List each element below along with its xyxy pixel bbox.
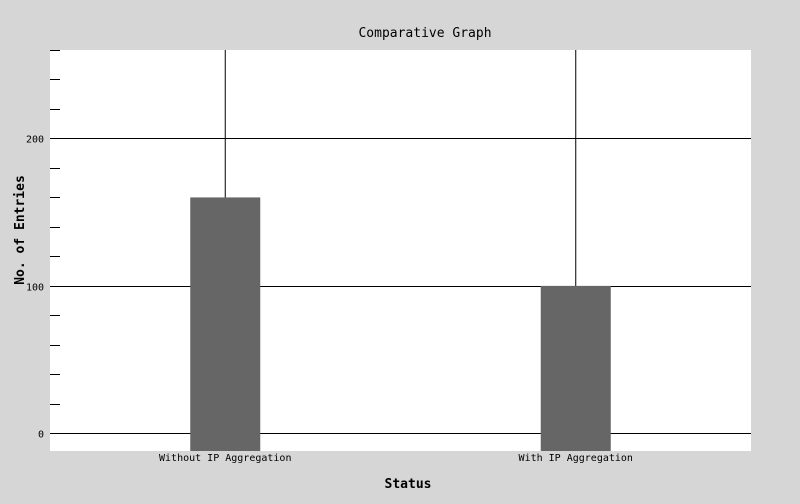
bar bbox=[190, 197, 261, 451]
x-axis-title: Status bbox=[385, 477, 432, 492]
y-ticks-layer: 0 100 200 bbox=[26, 50, 60, 441]
x-tick-label: Without IP Aggregation bbox=[159, 453, 291, 464]
bar bbox=[540, 285, 611, 451]
y-axis-title: No. of Entries bbox=[13, 175, 28, 285]
bars-layer bbox=[190, 197, 611, 451]
x-tick-labels-layer: Without IP Aggregation With IP Aggregatio… bbox=[159, 453, 633, 464]
plot-area bbox=[50, 50, 751, 451]
chart-title: Comparative Graph bbox=[358, 26, 491, 41]
x-tick-label: With IP Aggregation bbox=[519, 453, 633, 464]
y-tick-label: 200 bbox=[26, 135, 44, 146]
y-tick-label: 0 bbox=[38, 430, 44, 441]
y-tick-label: 100 bbox=[26, 283, 44, 294]
